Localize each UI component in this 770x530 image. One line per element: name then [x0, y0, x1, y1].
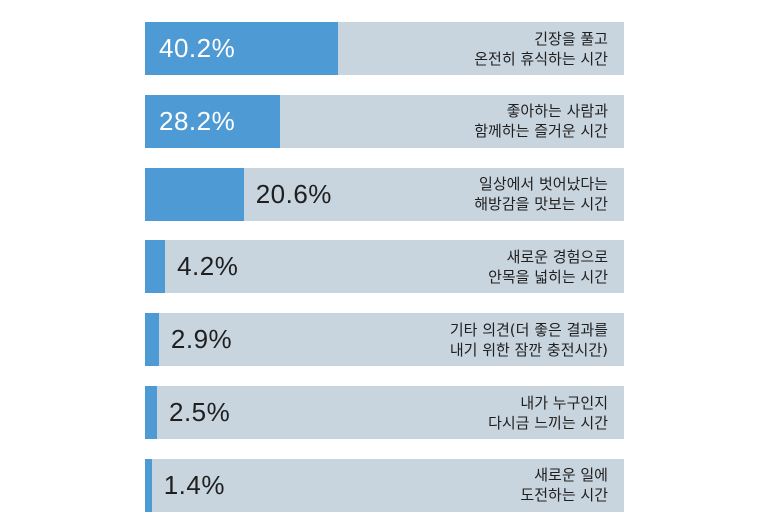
- category-label-line: 다시금 느끼는 시간: [488, 413, 608, 432]
- bar-category-label: 좋아하는 사람과 함께하는 즐거운 시간: [474, 95, 608, 148]
- bar-category-label: 기타 의견(더 좋은 결과를 내기 위한 잠깐 충전시간): [450, 313, 608, 366]
- bar-value-label: 20.6%: [255, 178, 332, 209]
- bar-row: 2.5% 내가 누구인지 다시금 느끼는 시간: [145, 386, 624, 439]
- category-label-line: 도전하는 시간: [520, 486, 608, 505]
- bar-row: 2.9% 기타 의견(더 좋은 결과를 내기 위한 잠깐 충전시간): [145, 313, 624, 367]
- bar-fill: [145, 458, 152, 512]
- bar-category-label: 새로운 경험으로 안목을 넓히는 시간: [488, 240, 608, 293]
- bar-value-label: 4.2%: [177, 251, 239, 282]
- category-label-line: 새로운 일에: [534, 466, 608, 485]
- category-label-line: 내가 누구인지: [520, 393, 608, 412]
- bar-row: 28.2% 좋아하는 사람과 함께하는 즐거운 시간: [145, 94, 624, 148]
- category-label-line: 온전히 휴식하는 시간: [474, 49, 608, 68]
- bar-row: 4.2% 새로운 경험으로 안목을 넓히는 시간: [145, 240, 624, 294]
- bar-fill: [145, 240, 166, 294]
- bar-value-label: 2.9%: [170, 324, 233, 355]
- bar-category-label: 일상에서 벗어났다는 해방감을 맛보는 시간: [474, 168, 608, 221]
- bar-fill: [145, 22, 338, 75]
- bar-row: 1.4% 새로운 일에 도전하는 시간: [145, 458, 624, 512]
- category-label-line: 안목을 넓히는 시간: [488, 267, 608, 286]
- category-label-line: 일상에서 벗어났다는: [479, 175, 608, 194]
- category-label-line: 새로운 경험으로: [506, 247, 608, 266]
- bar-category-label: 내가 누구인지 다시금 느끼는 시간: [488, 386, 608, 439]
- bar-chart: 40.2% 긴장을 풀고 온전히 휴식하는 시간 28.2% 좋아하는 사람과 함께하는 …: [145, 22, 624, 512]
- bar-fill: [145, 94, 281, 148]
- category-label-line: 좋아하는 사람과: [506, 102, 608, 121]
- bar-fill: [145, 313, 159, 367]
- bar-value-label: 2.5%: [169, 397, 231, 427]
- category-label-line: 긴장을 풀고: [534, 29, 608, 48]
- category-label-line: 내기 위한 잠깐 충전시간): [449, 340, 608, 359]
- bar-value-label: 1.4%: [163, 469, 225, 500]
- bar-fill: [145, 167, 244, 221]
- category-label-line: 해방감을 맛보는 시간: [474, 195, 608, 214]
- bar-fill: [145, 386, 157, 439]
- bar-value-label: 28.2%: [159, 105, 236, 136]
- bar-row: 40.2% 긴장을 풀고 온전히 휴식하는 시간: [145, 22, 624, 75]
- bar-category-label: 새로운 일에 도전하는 시간: [520, 459, 608, 512]
- bar-value-label: 40.2%: [159, 33, 236, 63]
- bar-category-label: 긴장을 풀고 온전히 휴식하는 시간: [474, 22, 608, 75]
- category-label-line: 함께하는 즐거운 시간: [474, 122, 608, 141]
- bar-row: 20.6% 일상에서 벗어났다는 해방감을 맛보는 시간: [145, 167, 624, 221]
- category-label-line: 기타 의견(더 좋은 결과를: [449, 320, 608, 339]
